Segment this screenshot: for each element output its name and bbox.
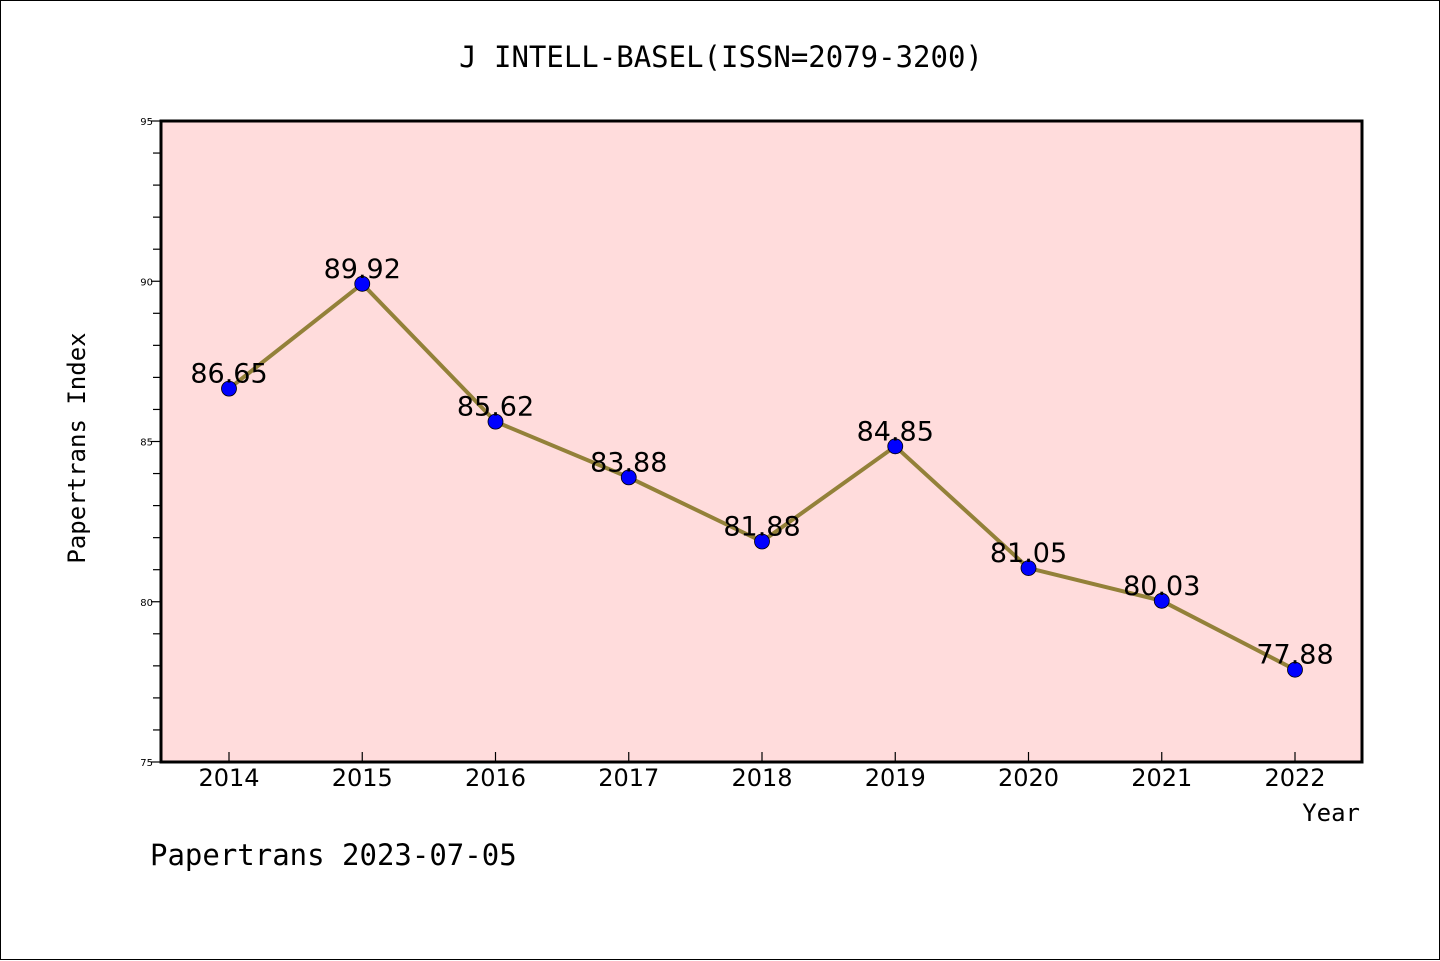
data-point (754, 533, 770, 550)
y-axis-label: Papertrans Index (63, 332, 91, 563)
footer-text: Papertrans 2023-07-05 (150, 838, 517, 872)
y-tick-label: 75 (140, 758, 153, 769)
x-tick-label: 2015 (332, 764, 393, 792)
y-axis: 75 80 85 90 95 (140, 117, 161, 769)
data-label: 89.92 (324, 254, 401, 285)
data-label: 77.88 (1256, 640, 1333, 671)
data-point (221, 380, 237, 397)
data-point (1020, 560, 1037, 576)
y-tick-label: 80 (140, 598, 153, 609)
x-tick-label: 2021 (1131, 764, 1192, 792)
data-label: 81.88 (723, 511, 800, 542)
x-tick-label: 2019 (865, 764, 926, 792)
x-tick-label: 2014 (198, 764, 259, 792)
x-tick-label: 2022 (1264, 764, 1325, 792)
data-label: 84.85 (857, 416, 934, 447)
x-tick-label: 2020 (998, 764, 1059, 792)
data-point (1287, 661, 1303, 678)
data-point (620, 469, 637, 486)
data-point (354, 275, 371, 292)
x-axis: 2014 2015 2016 2017 2018 2019 2020 2021 2022 (198, 752, 1326, 792)
y-tick-label: 95 (140, 117, 153, 128)
data-labels: 86.65 89.92 85.62 83.88 81.88 84.85 81.05 80.03… (190, 254, 1333, 671)
x-axis-label: Year (1302, 799, 1360, 827)
x-tick-label: 2016 (465, 764, 526, 792)
data-label: 86.65 (190, 359, 267, 390)
y-tick-label: 85 (140, 438, 153, 449)
chart-title: J INTELL-BASEL(ISSN=2079-3200) (459, 40, 983, 74)
data-point (1153, 592, 1170, 609)
x-tick-label: 2018 (731, 764, 792, 792)
x-tick-label: 2017 (598, 764, 659, 792)
plot-area (161, 121, 1362, 762)
data-label: 80.03 (1123, 571, 1200, 602)
data-label: 81.05 (990, 538, 1067, 569)
series-points (221, 275, 1303, 678)
y-tick-label: 90 (140, 277, 153, 288)
data-point (487, 413, 504, 430)
data-point (887, 438, 904, 455)
data-label: 83.88 (590, 447, 667, 478)
data-label: 85.62 (457, 392, 534, 423)
plot-border (159, 119, 1364, 764)
